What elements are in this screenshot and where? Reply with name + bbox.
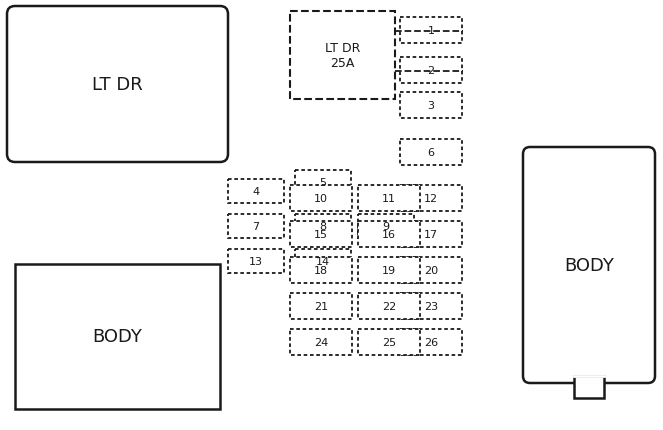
Bar	[358, 293, 420, 319]
Text: 21: 21	[314, 301, 328, 311]
Bar	[358, 215, 414, 239]
Bar	[290, 12, 395, 100]
Bar	[295, 249, 351, 273]
Bar	[358, 329, 420, 355]
Text: 18: 18	[314, 265, 328, 275]
Text: 5: 5	[320, 178, 326, 187]
Bar	[400, 329, 462, 355]
Bar	[290, 329, 352, 355]
Text: 11: 11	[382, 194, 396, 203]
Text: 15: 15	[314, 230, 328, 240]
Text: 4: 4	[253, 187, 259, 197]
Bar	[290, 258, 352, 283]
Text: 20: 20	[424, 265, 438, 275]
Bar	[400, 221, 462, 247]
Text: 12: 12	[424, 194, 438, 203]
Text: 19: 19	[382, 265, 396, 275]
Text: LT DR
25A: LT DR 25A	[325, 42, 360, 70]
Text: 1: 1	[428, 26, 434, 36]
Bar	[228, 215, 284, 239]
Text: 13: 13	[249, 256, 263, 266]
Bar	[15, 264, 220, 409]
Bar	[358, 221, 420, 247]
Text: LT DR: LT DR	[92, 76, 143, 94]
Bar	[358, 186, 420, 212]
Text: 9: 9	[383, 221, 390, 231]
Bar	[228, 249, 284, 273]
Text: 26: 26	[424, 337, 438, 347]
Bar	[400, 258, 462, 283]
Bar	[400, 18, 462, 44]
Text: 17: 17	[424, 230, 438, 240]
Text: 3: 3	[428, 101, 434, 111]
FancyBboxPatch shape	[7, 7, 228, 163]
Text: 25: 25	[382, 337, 396, 347]
Text: 14: 14	[316, 256, 330, 266]
Bar	[295, 215, 351, 239]
Text: 24: 24	[314, 337, 328, 347]
Bar	[400, 58, 462, 84]
Bar	[574, 376, 604, 398]
Text: 2: 2	[428, 66, 434, 76]
Text: 7: 7	[253, 221, 259, 231]
Text: 6: 6	[428, 147, 434, 158]
Text: BODY: BODY	[564, 256, 614, 274]
FancyBboxPatch shape	[523, 147, 655, 383]
Bar	[400, 293, 462, 319]
Text: 16: 16	[382, 230, 396, 240]
Text: BODY: BODY	[93, 328, 143, 346]
Bar	[400, 93, 462, 119]
Text: 8: 8	[320, 221, 327, 231]
Bar	[400, 186, 462, 212]
Text: 22: 22	[382, 301, 396, 311]
Bar	[295, 171, 351, 194]
Bar	[228, 180, 284, 203]
Bar	[290, 221, 352, 247]
Text: 23: 23	[424, 301, 438, 311]
Bar	[358, 258, 420, 283]
Bar	[290, 186, 352, 212]
Bar	[290, 293, 352, 319]
Bar	[400, 140, 462, 166]
Text: 10: 10	[314, 194, 328, 203]
